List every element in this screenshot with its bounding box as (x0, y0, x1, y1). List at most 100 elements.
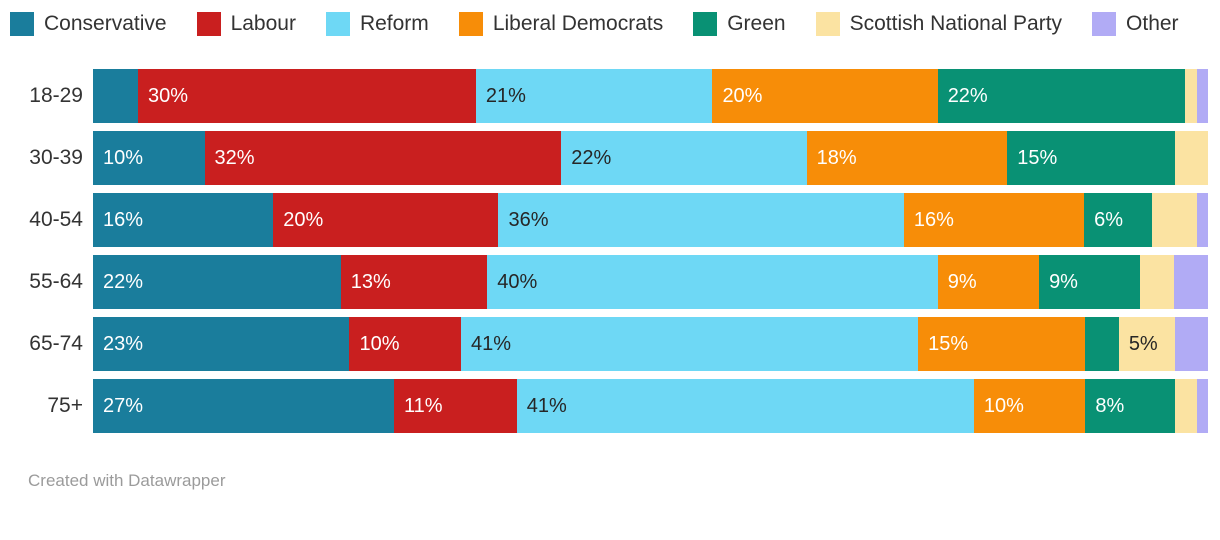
segment-value-label: 15% (1017, 147, 1058, 169)
bar-segment-other (1174, 317, 1209, 371)
bar-segment-other (1196, 69, 1208, 123)
legend-label: Green (727, 12, 786, 35)
category-label: 55-64 (29, 270, 83, 293)
bar-segment-conservative: 23% (93, 317, 350, 371)
bar-row-65-74: 65-74 23% 10% 41% 15% 5% (0, 317, 1220, 371)
segment-value-label: 41% (526, 395, 567, 417)
bar-30-39: 10% 32% 22% 18% 15% (93, 131, 1208, 185)
bar-segment-reform: 41% (460, 317, 919, 371)
legend-swatch-icon (458, 12, 483, 36)
segment-value-label: 20% (283, 209, 324, 231)
segment-value-label: 10% (983, 395, 1024, 417)
bar-segment-green: 6% (1084, 193, 1152, 247)
bar-segment-other (1196, 193, 1208, 247)
bar-segment-labour: 32% (204, 131, 562, 185)
bar-75+: 27% 11% 41% 10% 8% (93, 379, 1209, 433)
legend-item-6: Other (1092, 12, 1179, 36)
legend-swatch-icon (10, 12, 34, 36)
bar-segment-scottish-national-party (1174, 131, 1208, 185)
segment-value-label: 21% (485, 85, 526, 107)
bar-segment-scottish-national-party (1174, 379, 1197, 433)
bar-segment-conservative: 16% (93, 193, 274, 247)
legend-swatch-icon (196, 12, 221, 36)
bar-segment-green: 15% (1007, 131, 1175, 185)
segment-value-label: 22% (103, 271, 144, 293)
bar-65-74: 23% 10% 41% 15% 5% (93, 317, 1209, 371)
segment-value-label: 10% (103, 147, 144, 169)
stacked-bar-chart: 18-29 30% 21% 20% 22% 30-39 10% 32% 22% 18% 15% 40-… (0, 69, 1220, 433)
segment-value-label: 22% (571, 147, 612, 169)
segment-value-label: 8% (1095, 395, 1125, 417)
segment-value-label: 9% (947, 271, 977, 293)
bar-55-64: 22% 13% 40% 9% 9% (93, 255, 1208, 309)
legend: Conservative Labour Reform Liberal Democrat… (0, 0, 1220, 36)
bar-segment-liberal-democrats: 10% (973, 379, 1086, 433)
category-label: 75+ (47, 394, 83, 417)
segment-value-label: 20% (722, 85, 763, 107)
segment-value-label: 30% (148, 85, 189, 107)
legend-label: Scottish National Party (849, 12, 1063, 35)
segment-value-label: 16% (913, 209, 954, 231)
bar-segment-labour: 13% (340, 255, 488, 309)
segment-value-label: 13% (350, 271, 391, 293)
bar-40-54: 16% 20% 36% 16% 6% (93, 193, 1208, 247)
segment-value-label: 36% (508, 209, 549, 231)
legend-item-1: Labour (196, 12, 296, 36)
bar-segment-reform: 40% (487, 255, 938, 309)
legend-label: Liberal Democrats (492, 12, 664, 35)
legend-item-0: Conservative (10, 12, 167, 36)
bar-segment-other (1174, 255, 1208, 309)
segment-value-label: 10% (359, 333, 400, 355)
legend-item-4: Green (693, 12, 786, 36)
legend-item-2: Reform (325, 12, 429, 36)
bar-segment-green (1085, 317, 1119, 371)
segment-value-label: 6% (1094, 209, 1124, 231)
segment-value-label: 22% (947, 85, 988, 107)
segment-value-label: 18% (816, 147, 857, 169)
legend-swatch-icon (815, 12, 840, 36)
bar-segment-labour: 30% (138, 69, 476, 123)
category-label: 65-74 (29, 332, 83, 355)
bar-row-18-29: 18-29 30% 21% 20% 22% (0, 69, 1220, 123)
bar-segment-liberal-democrats: 9% (937, 255, 1040, 309)
bar-segment-liberal-democrats: 15% (918, 317, 1086, 371)
bar-segment-liberal-democrats: 20% (712, 69, 938, 123)
bar-segment-green: 9% (1039, 255, 1141, 309)
bar-segment-conservative: 10% (93, 131, 205, 185)
segment-value-label: 23% (103, 333, 144, 355)
bar-segment-reform: 21% (475, 69, 713, 123)
bar-segment-scottish-national-party (1185, 69, 1197, 123)
bar-segment-liberal-democrats: 18% (806, 131, 1008, 185)
segment-value-label: 11% (404, 395, 443, 417)
legend-swatch-icon (325, 12, 350, 36)
bar-row-30-39: 30-39 10% 32% 22% 18% 15% (0, 131, 1220, 185)
bar-segment-conservative: 27% (93, 379, 395, 433)
bar-segment-labour: 10% (349, 317, 461, 371)
legend-item-5: Scottish National Party (815, 12, 1063, 36)
segment-value-label: 40% (497, 271, 538, 293)
bar-segment-scottish-national-party (1140, 255, 1175, 309)
bar-segment-labour: 20% (273, 193, 499, 247)
bar-segment-conservative: 22% (93, 255, 341, 309)
bar-segment-liberal-democrats: 16% (903, 193, 1085, 247)
bar-18-29: 30% 21% 20% 22% (93, 69, 1208, 123)
datawrapper-credit-link[interactable]: Created with Datawrapper (28, 471, 226, 490)
segment-value-label: 32% (214, 147, 255, 169)
legend-label: Labour (230, 12, 296, 35)
legend-swatch-icon (1092, 12, 1117, 36)
segment-value-label: 27% (103, 395, 144, 417)
legend-item-3: Liberal Democrats (458, 12, 664, 36)
bar-segment-conservative (93, 69, 139, 123)
category-label: 18-29 (29, 84, 83, 107)
segment-value-label: 15% (928, 333, 969, 355)
category-label: 30-39 (29, 146, 83, 169)
bar-row-75+: 75+ 27% 11% 41% 10% 8% (0, 379, 1220, 433)
legend-label: Other (1126, 12, 1179, 35)
bar-segment-reform: 41% (516, 379, 974, 433)
segment-value-label: 5% (1128, 333, 1158, 355)
category-label: 40-54 (29, 208, 83, 231)
bar-row-40-54: 40-54 16% 20% 36% 16% 6% (0, 193, 1220, 247)
bar-segment-reform: 22% (561, 131, 807, 185)
bar-segment-green: 8% (1085, 379, 1175, 433)
